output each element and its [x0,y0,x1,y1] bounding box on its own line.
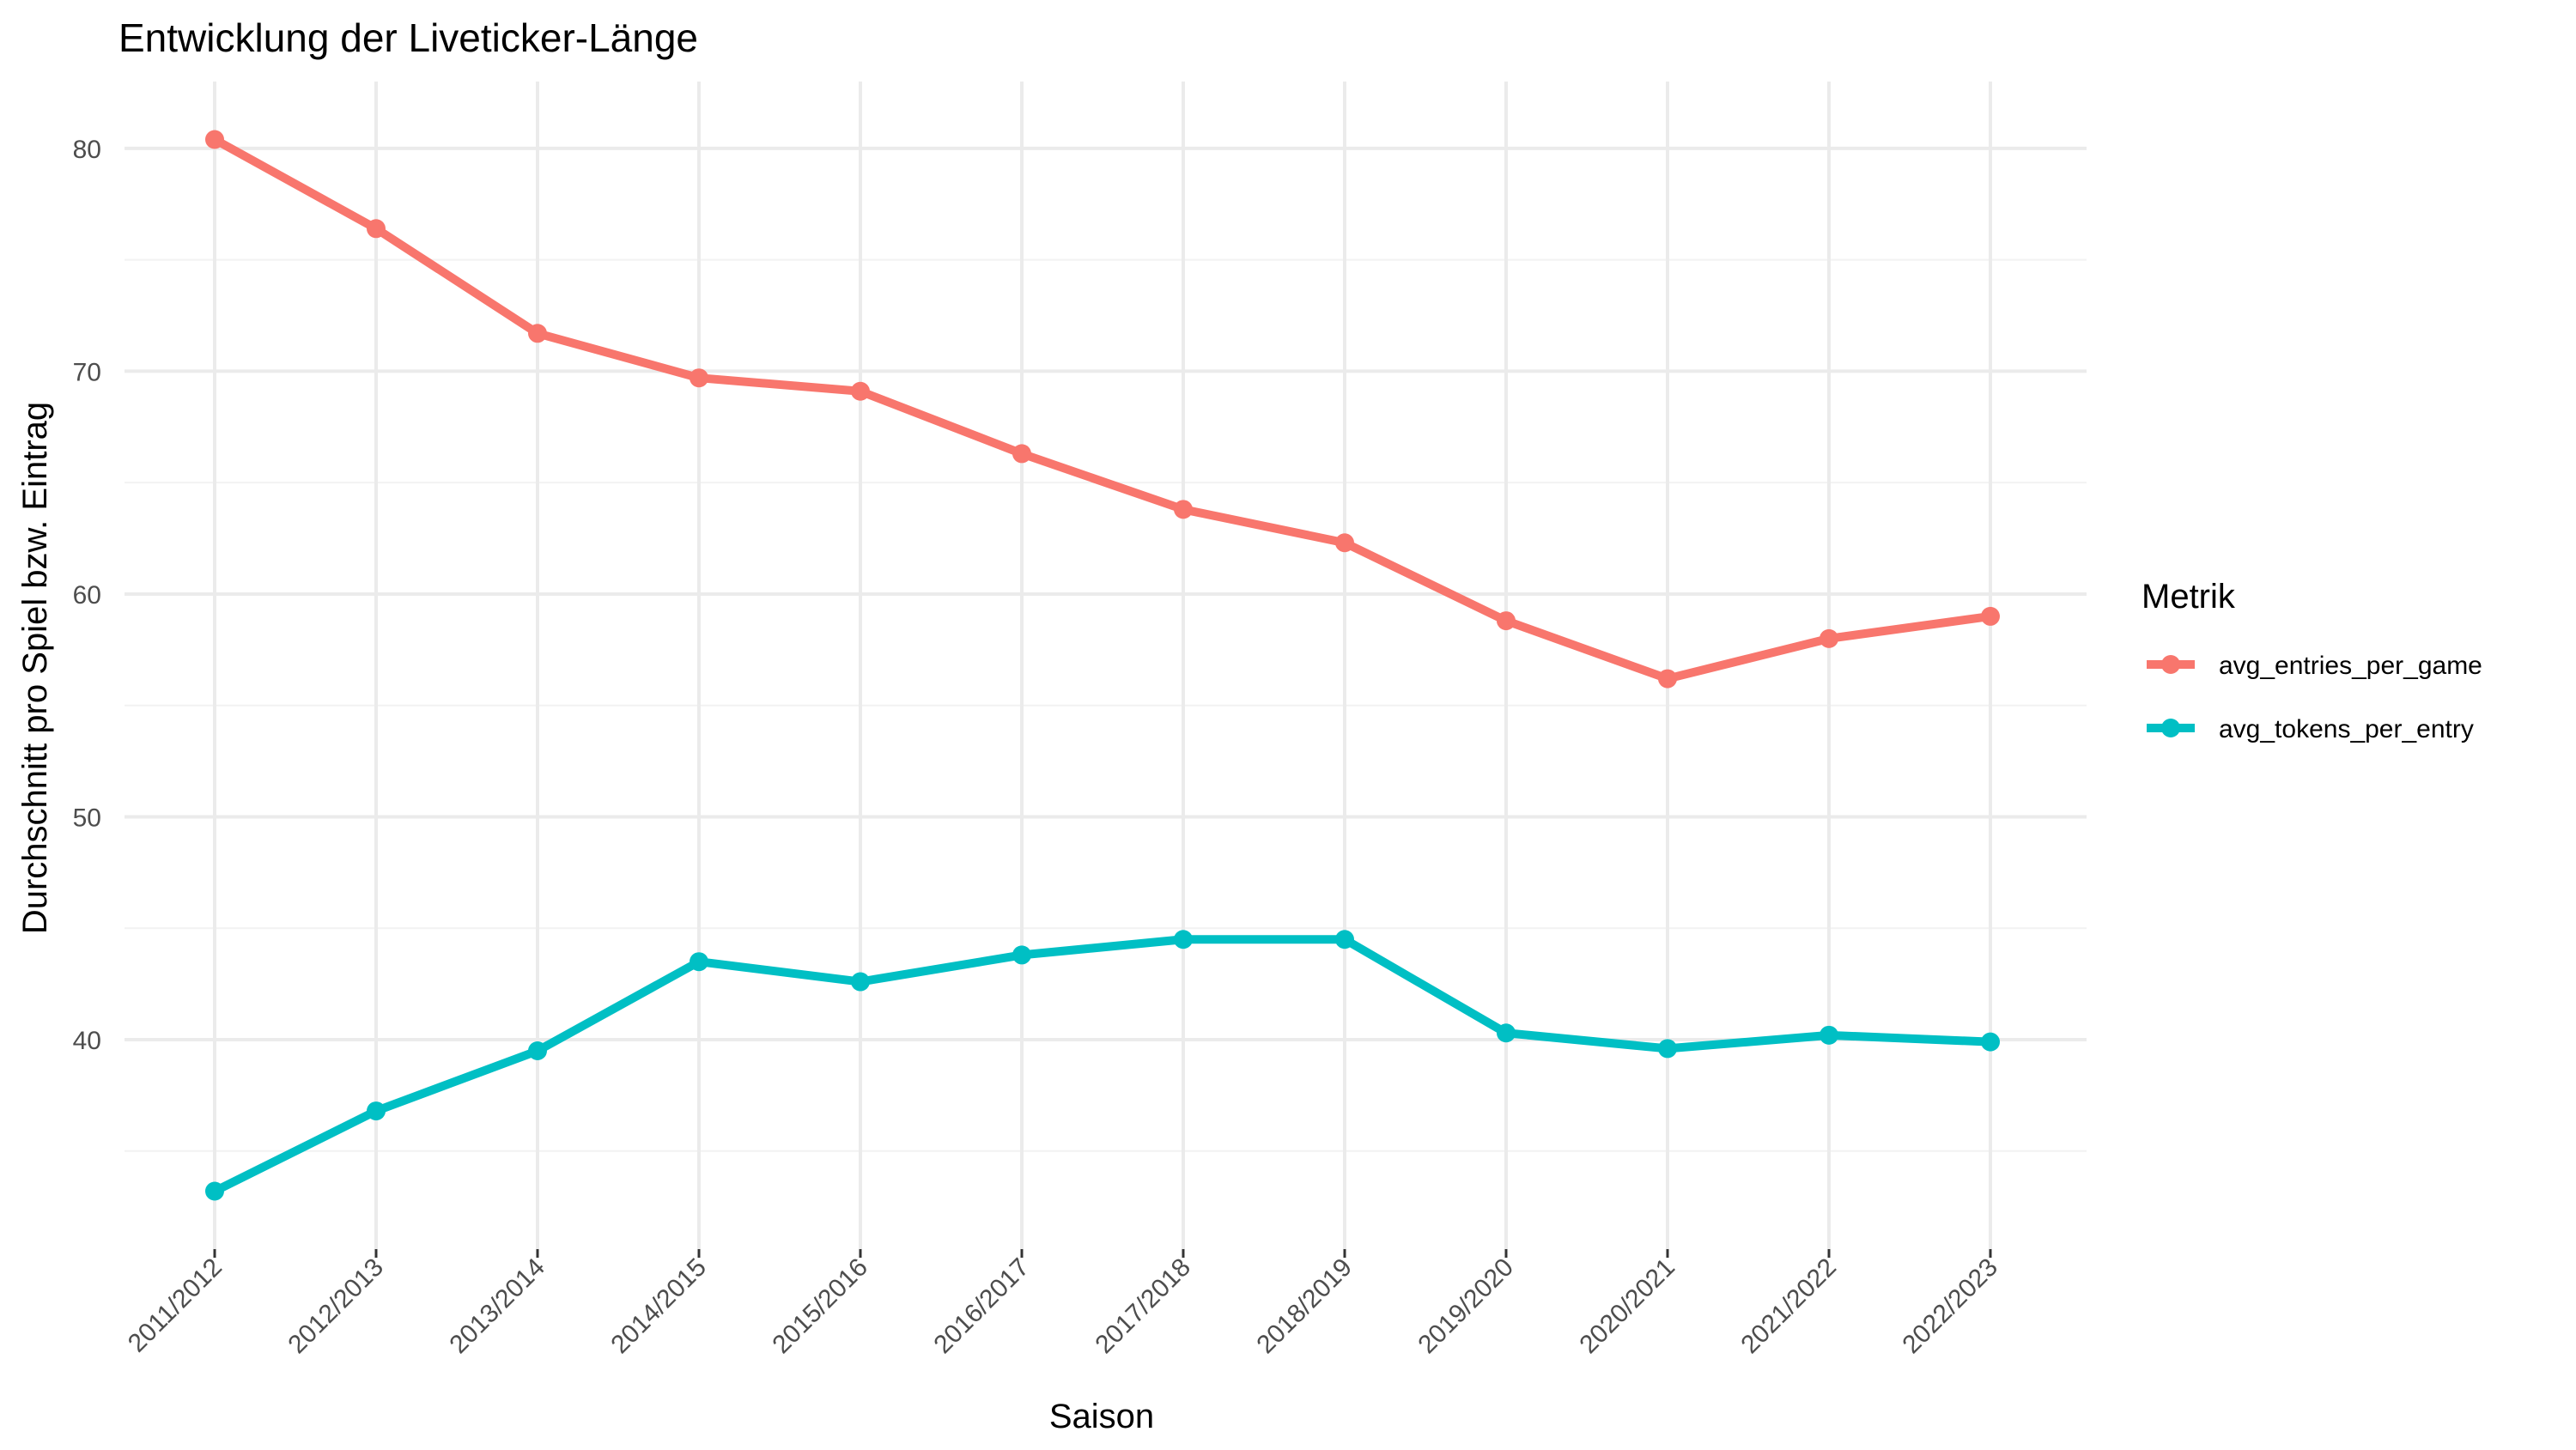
data-point [528,1041,547,1061]
legend: Metrik avg_entries_per_game avg_tokens_pe… [2142,578,2482,743]
data-point [1658,1039,1677,1059]
series-line [212,136,1991,683]
series-layer [205,130,2000,1201]
data-point [1335,533,1354,553]
data-point [367,1101,386,1121]
y-axis-title: Durchschnitt pro Spiel bzw. Eintrag [16,402,54,934]
legend-item: avg_entries_per_game [2147,652,2482,680]
data-point [1335,930,1354,949]
series-avg_entries_per_game [205,130,2000,689]
data-point [367,219,386,239]
legend-label: avg_entries_per_game [2219,652,2482,680]
legend-key-point [2161,655,2180,674]
data-point [1658,669,1677,689]
data-point [205,1181,224,1201]
legend-key-point [2161,719,2180,737]
y-tick-label: 50 [73,804,101,832]
y-tick-label: 40 [73,1027,101,1055]
legend-item: avg_tokens_per_entry [2147,715,2474,743]
legend-items: avg_entries_per_game avg_tokens_per_entry [2147,652,2482,743]
series-avg_tokens_per_entry [205,930,2000,1201]
legend-label: avg_tokens_per_entry [2219,715,2474,743]
data-point [1981,606,2000,626]
data-point [690,952,708,972]
data-point [528,324,547,343]
x-axis-title: Saison [1049,1398,1154,1435]
data-point [1174,930,1193,949]
chart-title: Entwicklung der Liveticker-Länge [118,15,698,60]
data-point [1012,945,1031,965]
y-tick-label: 60 [73,581,101,610]
data-point [1497,1023,1516,1043]
y-tick-label: 70 [73,358,101,386]
data-point [205,130,224,149]
y-axis-ticks: 40 50 60 70 80 [73,136,101,1055]
data-point [1174,500,1193,519]
legend-title: Metrik [2142,578,2236,616]
data-point [1012,444,1031,464]
data-point [851,381,870,401]
data-point [1497,611,1516,631]
data-point [1820,628,1838,648]
data-point [690,368,708,388]
series-line [212,935,1991,1195]
data-point [1820,1025,1838,1045]
data-point [851,972,870,992]
data-point [1981,1032,2000,1052]
y-tick-label: 80 [73,136,101,164]
